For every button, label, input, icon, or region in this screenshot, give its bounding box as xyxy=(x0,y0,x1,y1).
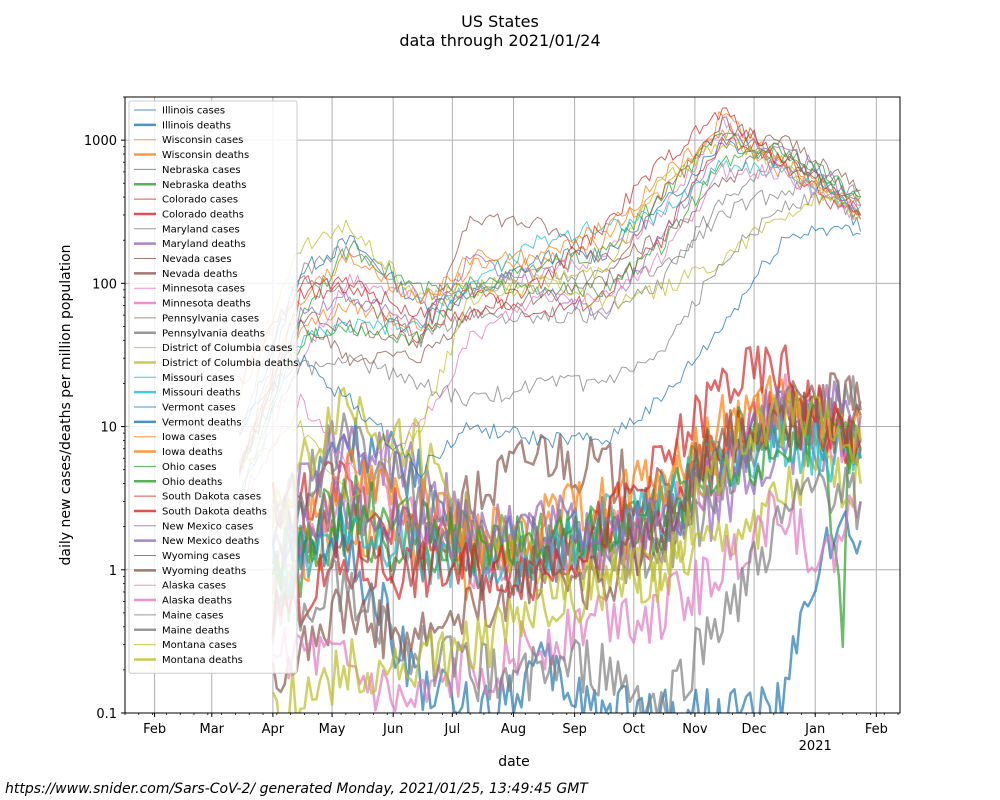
legend-entry: Nevada cases xyxy=(162,254,232,265)
legend-entry: Wisconsin deaths xyxy=(162,150,249,161)
series-layer xyxy=(238,107,862,713)
legend-entry: Vermont cases xyxy=(162,403,236,414)
legend-entry: Ohio deaths xyxy=(162,477,222,488)
legend-entry: Nebraska deaths xyxy=(162,180,246,191)
legend-entry: Colorado deaths xyxy=(162,209,244,220)
legend-entry: Iowa deaths xyxy=(162,447,223,458)
series-line-vermont-cases xyxy=(238,224,861,479)
legend-entry: New Mexico cases xyxy=(162,521,253,532)
chart-title: US States xyxy=(461,12,539,31)
legend-entry: Wyoming cases xyxy=(162,551,240,562)
legend-entry: Minnesota deaths xyxy=(162,299,251,310)
footer-credit: https://www.snider.com/Sars-CoV-2/ gener… xyxy=(5,781,588,797)
series-line-ohio-cases xyxy=(238,142,861,470)
legend-entry: Maryland deaths xyxy=(162,239,246,250)
series-line-new-mexico-deaths xyxy=(271,380,862,566)
legend-entry: Ohio cases xyxy=(162,462,216,473)
y-tick-label: 100 xyxy=(92,277,117,292)
y-tick-label: 1000 xyxy=(84,134,117,149)
x-tick-label: Aug xyxy=(501,722,526,737)
legend-entry: Montana cases xyxy=(162,640,237,651)
series-line-wyoming-cases xyxy=(239,116,862,469)
legend-entry: Missouri cases xyxy=(162,373,235,384)
legend-entry: Iowa cases xyxy=(162,432,217,443)
y-axis: 0.1 1 10 100 1000 xyxy=(84,96,125,722)
series-line-nevada-cases xyxy=(238,135,861,472)
legend-entry: District of Columbia deaths xyxy=(162,358,298,369)
legend-entry: Illinois deaths xyxy=(162,120,231,131)
series-line-pennsylvania-cases xyxy=(238,153,861,464)
series-line-district-of-columbia-deaths xyxy=(271,386,862,601)
legend-entry: Pennsylvania cases xyxy=(162,313,259,324)
series-line-wisconsin-cases xyxy=(238,125,861,471)
legend-entry: Minnesota cases xyxy=(162,284,245,295)
x-tick-label: Feb xyxy=(865,722,888,737)
legend-entry: Illinois cases xyxy=(162,106,225,117)
x-tick-label: Jul xyxy=(444,722,461,737)
series-line-district-of-columbia-cases xyxy=(238,189,861,400)
legend-entry: Nevada deaths xyxy=(162,269,237,280)
x-tick-label: Jun xyxy=(382,722,403,737)
series-line-maine-deaths xyxy=(271,466,862,713)
x-tick-label: Sep xyxy=(562,722,587,737)
legend-entry: Alaska cases xyxy=(162,581,226,592)
series-line-south-dakota-cases xyxy=(238,107,862,474)
y-axis-label: daily new cases/deaths per million popul… xyxy=(58,244,74,566)
series-line-missouri-cases xyxy=(238,159,862,505)
series-line-maine-cases xyxy=(238,193,862,475)
legend-entry: Alaska deaths xyxy=(162,596,232,607)
x-tick-label: Oct xyxy=(623,722,645,737)
series-line-alaska-cases xyxy=(239,163,861,503)
y-tick-label: 0.1 xyxy=(96,707,117,722)
legend-entry: South Dakota cases xyxy=(162,492,261,503)
series-line-alaska-deaths xyxy=(272,490,862,713)
legend-entry: Colorado cases xyxy=(162,195,238,206)
legend-entry: District of Columbia cases xyxy=(162,343,293,354)
legend-entry: Missouri deaths xyxy=(162,388,240,399)
x-tick-sublabel: 2021 xyxy=(799,739,832,754)
y-tick-label: 1 xyxy=(109,564,117,579)
series-line-nebraska-cases xyxy=(238,133,862,507)
x-axis: Feb Mar Apr May Jun Jul Aug Sep Oct Nov Dec Jan 2021… xyxy=(124,713,899,754)
legend-entry: New Mexico deaths xyxy=(162,536,259,547)
x-tick-label: Mar xyxy=(200,722,225,737)
legend-entry: Maine deaths xyxy=(162,625,229,636)
legend-entry: Nebraska cases xyxy=(162,165,241,176)
x-tick-label: Jan xyxy=(804,722,825,737)
series-line-maryland-cases xyxy=(239,174,862,425)
legend: Illinois cases Illinois deaths Wisconsin c… xyxy=(128,100,298,674)
legend-box xyxy=(128,100,298,674)
legend-entry: South Dakota deaths xyxy=(162,506,267,517)
legend-entry: Maine cases xyxy=(162,610,223,621)
legend-entry: Montana deaths xyxy=(162,655,243,666)
plot-frame xyxy=(124,96,901,714)
x-tick-label: May xyxy=(319,722,346,737)
legend-entry: Pennsylvania deaths xyxy=(162,328,265,339)
legend-entry: Vermont deaths xyxy=(162,417,242,428)
x-tick-label: Apr xyxy=(262,722,285,737)
legend-entry: Maryland cases xyxy=(162,224,240,235)
x-tick-label: Feb xyxy=(143,722,166,737)
series-line-montana-deaths xyxy=(271,389,862,713)
legend-entry: Wisconsin cases xyxy=(162,135,243,146)
x-tick-label: Nov xyxy=(682,722,708,737)
series-line-montana-cases xyxy=(239,141,861,503)
chart-subtitle: data through 2021/01/24 xyxy=(399,31,601,50)
legend-entry: Wyoming deaths xyxy=(162,566,246,577)
x-axis-label: date xyxy=(498,754,530,770)
y-tick-label: 10 xyxy=(100,421,117,436)
x-tick-label: Dec xyxy=(741,722,766,737)
